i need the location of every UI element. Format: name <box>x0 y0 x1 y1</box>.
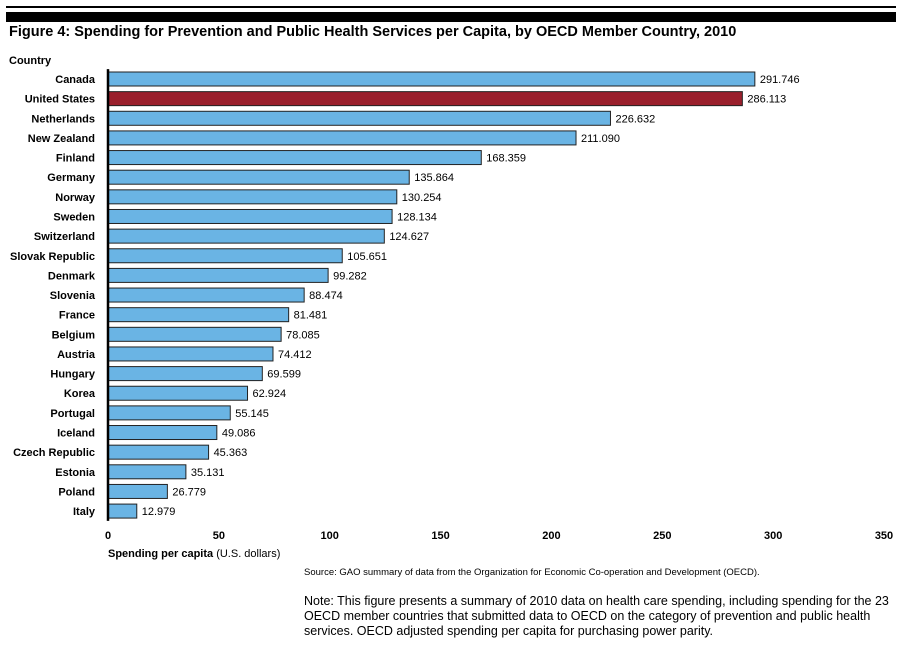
category-label: Slovenia <box>50 290 96 302</box>
category-label: New Zealand <box>28 133 95 145</box>
bar-poland <box>107 483 168 499</box>
category-label: Sweden <box>53 211 95 223</box>
bar-italy <box>107 503 138 519</box>
bar-sweden <box>107 208 393 224</box>
x-tick-label: 150 <box>431 530 449 542</box>
x-tick-label: 0 <box>105 530 111 542</box>
category-label: Belgium <box>52 329 96 341</box>
data-label: 45.363 <box>214 447 248 459</box>
figure-note: Note: This figure presents a summary of … <box>304 594 889 638</box>
category-label: Austria <box>57 349 96 361</box>
data-label: 226.632 <box>615 113 655 125</box>
bar-portugal <box>107 405 231 421</box>
category-label: Portugal <box>50 408 95 420</box>
category-label: Korea <box>64 388 96 400</box>
data-label: 12.979 <box>142 506 176 518</box>
data-label: 49.086 <box>222 428 256 440</box>
data-label: 286.113 <box>747 94 786 106</box>
category-label: Italy <box>73 506 96 518</box>
data-label: 135.864 <box>414 172 454 184</box>
bar-czech-republic <box>107 444 210 460</box>
bar-belgium <box>107 326 282 342</box>
category-label: Finland <box>56 153 95 165</box>
data-label: 99.282 <box>333 270 367 282</box>
data-label: 55.145 <box>235 408 269 420</box>
category-label: United States <box>25 94 95 106</box>
data-label: 69.599 <box>267 369 301 381</box>
data-label: 62.924 <box>253 388 287 400</box>
x-tick-label: 300 <box>764 530 782 542</box>
category-label: Denmark <box>48 270 96 282</box>
bar-switzerland <box>107 228 385 244</box>
category-label: Switzerland <box>34 231 95 243</box>
category-label: Hungary <box>50 369 96 381</box>
bar-france <box>107 307 290 323</box>
y-axis-title: Country <box>9 55 52 67</box>
bar-norway <box>107 189 398 205</box>
x-tick-label: 100 <box>321 530 339 542</box>
data-label: 124.627 <box>389 231 429 243</box>
bar-canada <box>107 71 756 87</box>
x-axis-title: Spending per capita (U.S. dollars) <box>108 548 280 560</box>
x-tick-label: 200 <box>542 530 560 542</box>
bar-finland <box>107 150 482 166</box>
bar-slovak-republic <box>107 248 343 264</box>
data-label: 291.746 <box>760 74 800 86</box>
bar-united-states <box>107 91 743 107</box>
data-label: 130.254 <box>402 192 442 204</box>
data-label: 168.359 <box>486 153 526 165</box>
x-tick-label: 50 <box>213 530 225 542</box>
bar-denmark <box>107 267 329 283</box>
top-rule-thick <box>6 12 896 22</box>
data-label: 88.474 <box>309 290 343 302</box>
bar-iceland <box>107 425 218 441</box>
category-label: Slovak Republic <box>10 251 95 263</box>
source-note: Source: GAO summary of data from the Org… <box>304 567 760 578</box>
category-label: Czech Republic <box>13 447 95 459</box>
bar-new-zealand <box>107 130 577 146</box>
category-label: Norway <box>55 192 96 204</box>
bar-slovenia <box>107 287 305 303</box>
x-tick-label: 350 <box>875 530 893 542</box>
data-label: 74.412 <box>278 349 312 361</box>
bar-korea <box>107 385 249 401</box>
data-label: 105.651 <box>347 251 387 263</box>
category-label: Canada <box>55 74 96 86</box>
category-label: France <box>59 310 95 322</box>
data-label: 78.085 <box>286 329 320 341</box>
category-label: Estonia <box>55 467 96 479</box>
data-label: 81.481 <box>294 310 328 322</box>
category-label: Germany <box>47 172 96 184</box>
data-label: 35.131 <box>191 467 225 479</box>
data-label: 128.134 <box>397 211 437 223</box>
bar-estonia <box>107 464 187 480</box>
x-tick-label: 250 <box>653 530 671 542</box>
bar-hungary <box>107 366 263 382</box>
top-rule-thin <box>6 6 896 8</box>
figure-title: Figure 4: Spending for Prevention and Pu… <box>9 24 737 40</box>
bar-germany <box>107 169 410 185</box>
category-label: Netherlands <box>31 113 95 125</box>
bar-netherlands <box>107 110 611 126</box>
category-label: Poland <box>58 486 95 498</box>
category-label: Iceland <box>57 428 95 440</box>
bar-austria <box>107 346 274 362</box>
data-label: 211.090 <box>581 133 620 145</box>
data-label: 26.779 <box>172 486 206 498</box>
